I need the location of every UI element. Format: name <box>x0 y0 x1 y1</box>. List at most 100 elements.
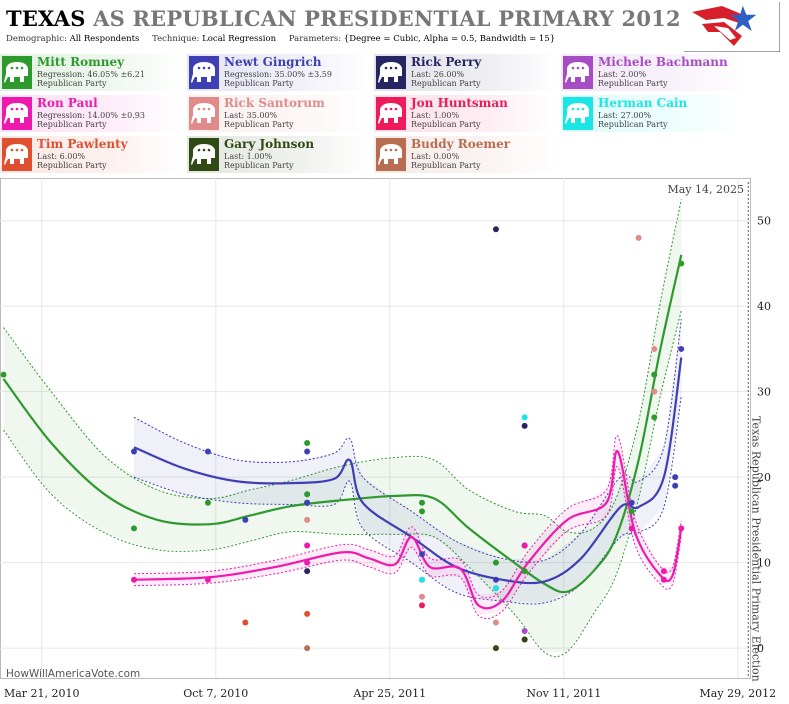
title-state: TEXAS <box>6 6 86 31</box>
point-rick-santorum[interactable] <box>651 345 658 352</box>
candidate-stat: Regression: 14.00% ±0.93 <box>37 111 145 120</box>
gridlines <box>0 178 750 678</box>
point-rick-perry[interactable] <box>304 568 311 575</box>
candidate-name: Herman Cain <box>598 96 688 110</box>
candidate-party: Republican Party <box>224 79 294 88</box>
point-newt-gingrich[interactable] <box>304 448 311 455</box>
point-newt-gingrich[interactable] <box>678 345 685 352</box>
legend-item-newt-gingrich[interactable]: Newt Gingrich Regression: 35.00% ±3.59 Rep… <box>187 54 370 91</box>
point-ron-paul[interactable] <box>660 568 667 575</box>
point-mitt-romney[interactable] <box>418 499 425 506</box>
elephant-icon <box>376 97 406 130</box>
candidate-party: Republican Party <box>411 161 481 170</box>
point-herman-cain[interactable] <box>418 576 425 583</box>
parameters-label: Parameters: <box>288 34 342 44</box>
point-rick-santorum[interactable] <box>304 516 311 523</box>
axes: 0 10 20 30 40 50 Mar 21, 2010 Oct 7, 2010 Apr 25… <box>4 215 776 700</box>
band-mitt-romney <box>3 199 682 653</box>
point-tim-pawlenty[interactable] <box>304 610 311 617</box>
x-tick-label: Nov 11, 2011 <box>526 687 601 700</box>
point-rick-perry[interactable] <box>492 226 499 233</box>
point-newt-gingrich[interactable] <box>628 499 635 506</box>
point-buddy-roemer[interactable] <box>304 645 311 652</box>
candidate-name: Ron Paul <box>37 96 98 110</box>
legend-item-rick-perry[interactable]: Rick Perry Last: 26.00% Republican Party <box>374 54 557 91</box>
point-rick-santorum[interactable] <box>418 593 425 600</box>
band-upper-mitt-romney <box>3 199 682 534</box>
legend-item-mitt-romney[interactable]: Mitt Romney Regression: 46.05% ±6.21 Repub… <box>0 54 183 91</box>
point-herman-cain[interactable] <box>492 585 499 592</box>
candidate-stat: Last: 2.00% <box>598 70 647 79</box>
legend-item-jon-huntsman[interactable]: Jon Huntsman Last: 1.00% Republican Party <box>374 95 557 132</box>
point-mitt-romney[interactable] <box>304 491 311 498</box>
point-newt-gingrich[interactable] <box>492 576 499 583</box>
point-ron-paul[interactable] <box>628 525 635 532</box>
band-lower-ron-paul <box>133 466 682 620</box>
page-title: TEXAS AS REPUBLICAN PRESIDENTIAL PRIMARY… <box>6 6 681 31</box>
y-tick-label: 50 <box>757 215 771 228</box>
point-rick-santorum[interactable] <box>651 388 658 395</box>
point-mitt-romney[interactable] <box>130 525 137 532</box>
trend-line-mitt-romney <box>2 254 683 594</box>
point-mitt-romney[interactable] <box>651 371 658 378</box>
candidate-party: Republican Party <box>598 79 668 88</box>
point-mitt-romney[interactable] <box>628 508 635 515</box>
poll-chart: 0 10 20 30 40 50 Mar 21, 2010 Oct 7, 2010 Apr 25… <box>0 178 776 700</box>
point-mitt-romney[interactable] <box>651 414 658 421</box>
band-upper-newt-gingrich <box>133 318 682 563</box>
point-mitt-romney[interactable] <box>0 371 7 378</box>
point-newt-gingrich[interactable] <box>672 482 679 489</box>
point-ron-paul[interactable] <box>304 559 311 566</box>
point-mitt-romney[interactable] <box>678 260 685 267</box>
point-newt-gingrich[interactable] <box>204 448 211 455</box>
legend-item-michele-bachmann[interactable]: Michele Bachmann Last: 2.00% Republican Pa… <box>561 54 744 91</box>
elephant-icon <box>2 138 32 171</box>
candidate-stat: Last: 6.00% <box>37 152 86 161</box>
point-mitt-romney[interactable] <box>418 508 425 515</box>
point-mitt-romney[interactable] <box>492 559 499 566</box>
technique-label: Technique: <box>152 34 200 44</box>
point-herman-cain[interactable] <box>521 414 528 421</box>
trend-line-newt-gingrich <box>133 357 683 585</box>
trend-line-ron-paul <box>133 450 683 610</box>
candidate-stat: Regression: 46.05% ±6.21 <box>37 70 145 79</box>
candidate-name: Newt Gingrich <box>224 55 322 69</box>
point-michele-bachmann[interactable] <box>521 627 528 634</box>
legend-item-rick-santorum[interactable]: Rick Santorum Last: 35.00% Republican Part… <box>187 95 370 132</box>
point-rick-perry[interactable] <box>521 422 528 429</box>
legend-item-buddy-roemer[interactable]: Buddy Roemer Last: 0.00% Republican Party <box>374 136 557 173</box>
site-credit: HowWillAmericaVote.com <box>6 668 141 680</box>
legend-item-tim-pawlenty[interactable]: Tim Pawlenty Last: 6.00% Republican Party <box>0 136 183 173</box>
candidate-stat: Last: 35.00% <box>224 111 278 120</box>
point-newt-gingrich[interactable] <box>304 499 311 506</box>
point-jon-huntsman[interactable] <box>418 602 425 609</box>
point-ron-paul[interactable] <box>521 542 528 549</box>
point-mitt-romney[interactable] <box>304 439 311 446</box>
candidate-legend: Mitt Romney Regression: 46.05% ±6.21 Repub… <box>0 54 789 174</box>
title-rest: AS REPUBLICAN PRESIDENTIAL PRIMARY 2012 <box>93 6 681 31</box>
point-mitt-romney[interactable] <box>521 568 528 575</box>
candidate-stat: Last: 1.00% <box>224 152 273 161</box>
point-gary-johnson[interactable] <box>492 645 499 652</box>
point-ron-paul[interactable] <box>130 576 137 583</box>
legend-item-herman-cain[interactable]: Herman Cain Last: 27.00% Republican Party <box>561 95 744 132</box>
point-newt-gingrich[interactable] <box>418 551 425 558</box>
point-rick-santorum[interactable] <box>635 234 642 241</box>
plot-frame <box>0 178 751 679</box>
point-gary-johnson[interactable] <box>521 636 528 643</box>
point-newt-gingrich[interactable] <box>130 448 137 455</box>
point-newt-gingrich[interactable] <box>242 516 249 523</box>
point-ron-paul[interactable] <box>304 542 311 549</box>
election-day-label: Texas Republican Presidential Primary El… <box>749 416 762 682</box>
point-ron-paul[interactable] <box>678 525 685 532</box>
candidate-name: Rick Santorum <box>224 96 325 110</box>
legend-item-gary-johnson[interactable]: Gary Johnson Last: 1.00% Republican Party <box>187 136 370 173</box>
legend-item-ron-paul[interactable]: Ron Paul Regression: 14.00% ±0.93 Republic… <box>0 95 183 132</box>
point-rick-santorum[interactable] <box>492 619 499 626</box>
point-tim-pawlenty[interactable] <box>242 619 249 626</box>
point-newt-gingrich[interactable] <box>672 474 679 481</box>
trend-lines <box>2 254 683 610</box>
point-ron-paul[interactable] <box>204 576 211 583</box>
point-ron-paul[interactable] <box>660 576 667 583</box>
point-mitt-romney[interactable] <box>204 499 211 506</box>
